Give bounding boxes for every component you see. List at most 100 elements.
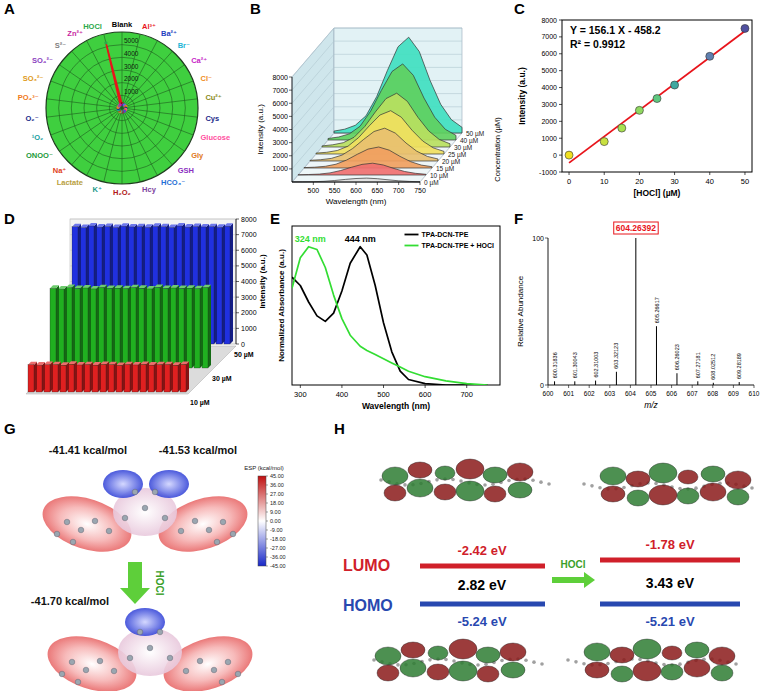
atom	[566, 658, 570, 662]
atom	[220, 519, 226, 525]
bar-top	[84, 362, 93, 365]
tick	[266, 476, 268, 477]
bar-top	[146, 286, 155, 289]
tick	[651, 385, 652, 388]
bar-side	[72, 285, 75, 369]
arrow	[120, 562, 150, 604]
axis-title: Wavelength (nm)	[326, 197, 387, 206]
atom	[152, 489, 158, 495]
tick-label: 50	[741, 177, 749, 186]
tick-label: 5000	[541, 67, 557, 74]
axis-title: Intensity (a.u.)	[517, 67, 527, 125]
orbital-lobe	[484, 486, 506, 502]
orbital-lobe	[601, 486, 625, 502]
series-group	[292, 37, 462, 182]
esp-value: -41.70 kcal/mol	[31, 595, 109, 607]
bar-top	[160, 224, 169, 227]
waterfall-labels: 50 µM40 µM30 µM25 µM20 µM15 µM10 µM0 µM1…	[256, 74, 502, 207]
tick	[589, 385, 590, 388]
atom	[531, 478, 535, 482]
tick-label: 602	[584, 390, 595, 397]
tick	[266, 512, 268, 513]
tick	[568, 385, 569, 388]
tick-label: 2000	[272, 152, 288, 159]
category-label: Gly	[191, 151, 204, 160]
grid-line	[70, 219, 236, 220]
tick	[313, 182, 314, 185]
tick	[289, 129, 292, 130]
tick-label: 0	[241, 341, 245, 348]
panel-letter: C	[514, 0, 525, 17]
bar-top	[120, 223, 129, 226]
tick	[356, 182, 357, 185]
bar-side	[58, 362, 61, 392]
bar-side	[144, 285, 147, 368]
axis-title: HOCl	[154, 571, 165, 596]
data-point	[653, 95, 661, 103]
orbital-lobe	[401, 642, 425, 658]
tick-label: -45.00	[270, 563, 286, 569]
atom	[524, 658, 528, 662]
tick-label: 4000	[272, 126, 288, 133]
peak	[676, 373, 677, 385]
atom	[111, 668, 117, 674]
tick	[266, 539, 268, 540]
bar-top	[82, 285, 91, 288]
peak-label: 605.26617	[654, 297, 660, 323]
peak-label: 604.26392	[616, 223, 656, 233]
tick-label: -18.00	[270, 536, 286, 542]
orbital-lobe	[725, 471, 751, 489]
spectrum-line	[292, 247, 488, 385]
tick-label: 36.00	[270, 482, 284, 488]
bar-top	[44, 362, 53, 365]
atom	[192, 518, 198, 524]
atom	[476, 663, 480, 667]
peak	[616, 372, 617, 385]
orbital-lobe	[633, 661, 661, 681]
tick	[266, 557, 268, 558]
tick	[236, 328, 239, 329]
peak-label: 602.31003	[593, 352, 599, 378]
colorbar	[258, 476, 266, 566]
tick-label: 7000	[541, 33, 557, 40]
peak	[574, 381, 575, 385]
atom	[235, 671, 241, 677]
atom	[507, 479, 511, 483]
tick-label: 7000	[272, 87, 288, 94]
bar-top	[154, 285, 163, 288]
legend-swatch	[405, 234, 419, 236]
tick-label: 7000	[241, 231, 257, 238]
legend-swatch	[405, 245, 419, 247]
atom	[539, 480, 543, 484]
orbital-lobe	[400, 659, 426, 677]
tick	[289, 142, 292, 143]
esp-surface	[149, 470, 189, 498]
bar-side	[82, 362, 85, 392]
tick	[559, 87, 562, 88]
atom	[500, 659, 504, 663]
tick	[548, 385, 549, 388]
orbital-lobe	[377, 665, 399, 681]
tick-label: 604	[625, 390, 636, 397]
annotation: 444 nm	[345, 234, 376, 244]
plot-frame	[292, 226, 500, 385]
tick	[289, 103, 292, 104]
orbital-lobe	[407, 479, 433, 497]
bar-top	[186, 285, 195, 288]
figure: A10002000300040005000BlankAl³⁺Ba²⁺Br⁻Ca²…	[0, 0, 764, 691]
spectrum-area	[292, 178, 420, 182]
tick-label: 600	[419, 390, 432, 399]
esp-value: -41.53 kcal/mol	[159, 444, 237, 456]
bar-top	[170, 285, 179, 288]
bar3d-labels: 01000200030004000500060007000800010 µM30…	[190, 216, 267, 408]
esp-value: -41.41 kcal/mol	[49, 444, 127, 456]
tick-label: 40	[706, 177, 714, 186]
bar	[50, 288, 56, 368]
orbital-lobe	[456, 481, 484, 501]
tick	[466, 385, 467, 388]
category-label: SO₄²⁻	[32, 56, 53, 65]
orbital-lobe	[678, 470, 698, 484]
tick-label: -1000	[539, 169, 557, 176]
tick-label: 603	[604, 390, 615, 397]
orbital-lobe	[507, 463, 533, 481]
